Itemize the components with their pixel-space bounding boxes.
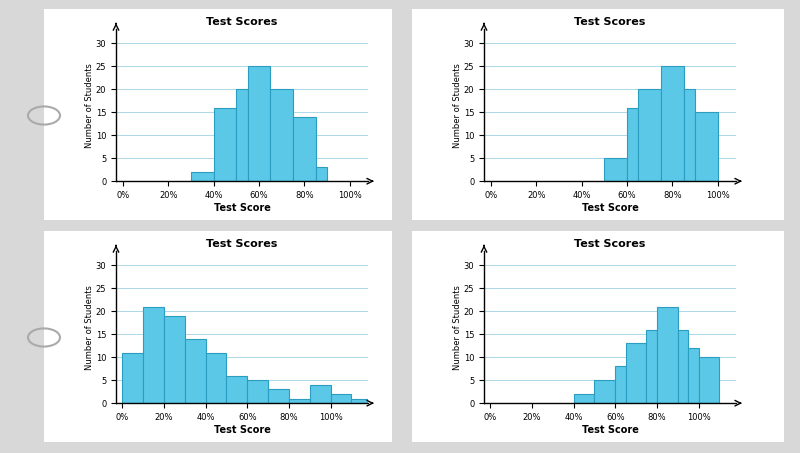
Bar <box>695 112 718 181</box>
Bar <box>143 307 164 403</box>
Bar <box>310 385 330 403</box>
Bar <box>627 108 638 181</box>
Bar <box>206 352 226 403</box>
X-axis label: Test Score: Test Score <box>214 424 270 435</box>
Bar <box>678 330 688 403</box>
Bar <box>185 339 206 403</box>
Bar <box>604 158 627 181</box>
Title: Test Scores: Test Scores <box>574 17 646 27</box>
Bar <box>122 352 143 403</box>
Bar <box>293 117 316 181</box>
X-axis label: Test Score: Test Score <box>582 424 638 435</box>
Bar <box>351 399 372 403</box>
Y-axis label: Number of Students: Number of Students <box>86 63 94 148</box>
Y-axis label: Number of Students: Number of Students <box>454 63 462 148</box>
Bar <box>615 366 626 403</box>
Bar <box>574 394 594 403</box>
Bar <box>698 357 719 403</box>
Bar <box>191 172 214 181</box>
Bar <box>594 380 615 403</box>
Title: Test Scores: Test Scores <box>574 239 646 249</box>
Bar <box>236 89 248 181</box>
X-axis label: Test Score: Test Score <box>582 202 638 213</box>
Bar <box>214 108 236 181</box>
Y-axis label: Number of Students: Number of Students <box>86 285 94 370</box>
Bar <box>316 168 327 181</box>
X-axis label: Test Score: Test Score <box>214 202 270 213</box>
Bar <box>247 380 268 403</box>
Title: Test Scores: Test Scores <box>206 17 278 27</box>
Bar <box>688 348 698 403</box>
Bar <box>226 376 247 403</box>
Bar <box>268 390 289 403</box>
Bar <box>270 89 293 181</box>
Bar <box>657 307 678 403</box>
Bar <box>248 66 270 181</box>
Bar <box>661 66 684 181</box>
Bar <box>289 399 310 403</box>
Bar <box>684 89 695 181</box>
Y-axis label: Number of Students: Number of Students <box>454 285 462 370</box>
Bar <box>164 316 185 403</box>
Bar <box>638 89 661 181</box>
Bar <box>646 330 657 403</box>
Title: Test Scores: Test Scores <box>206 239 278 249</box>
Bar <box>330 394 351 403</box>
Bar <box>626 343 646 403</box>
